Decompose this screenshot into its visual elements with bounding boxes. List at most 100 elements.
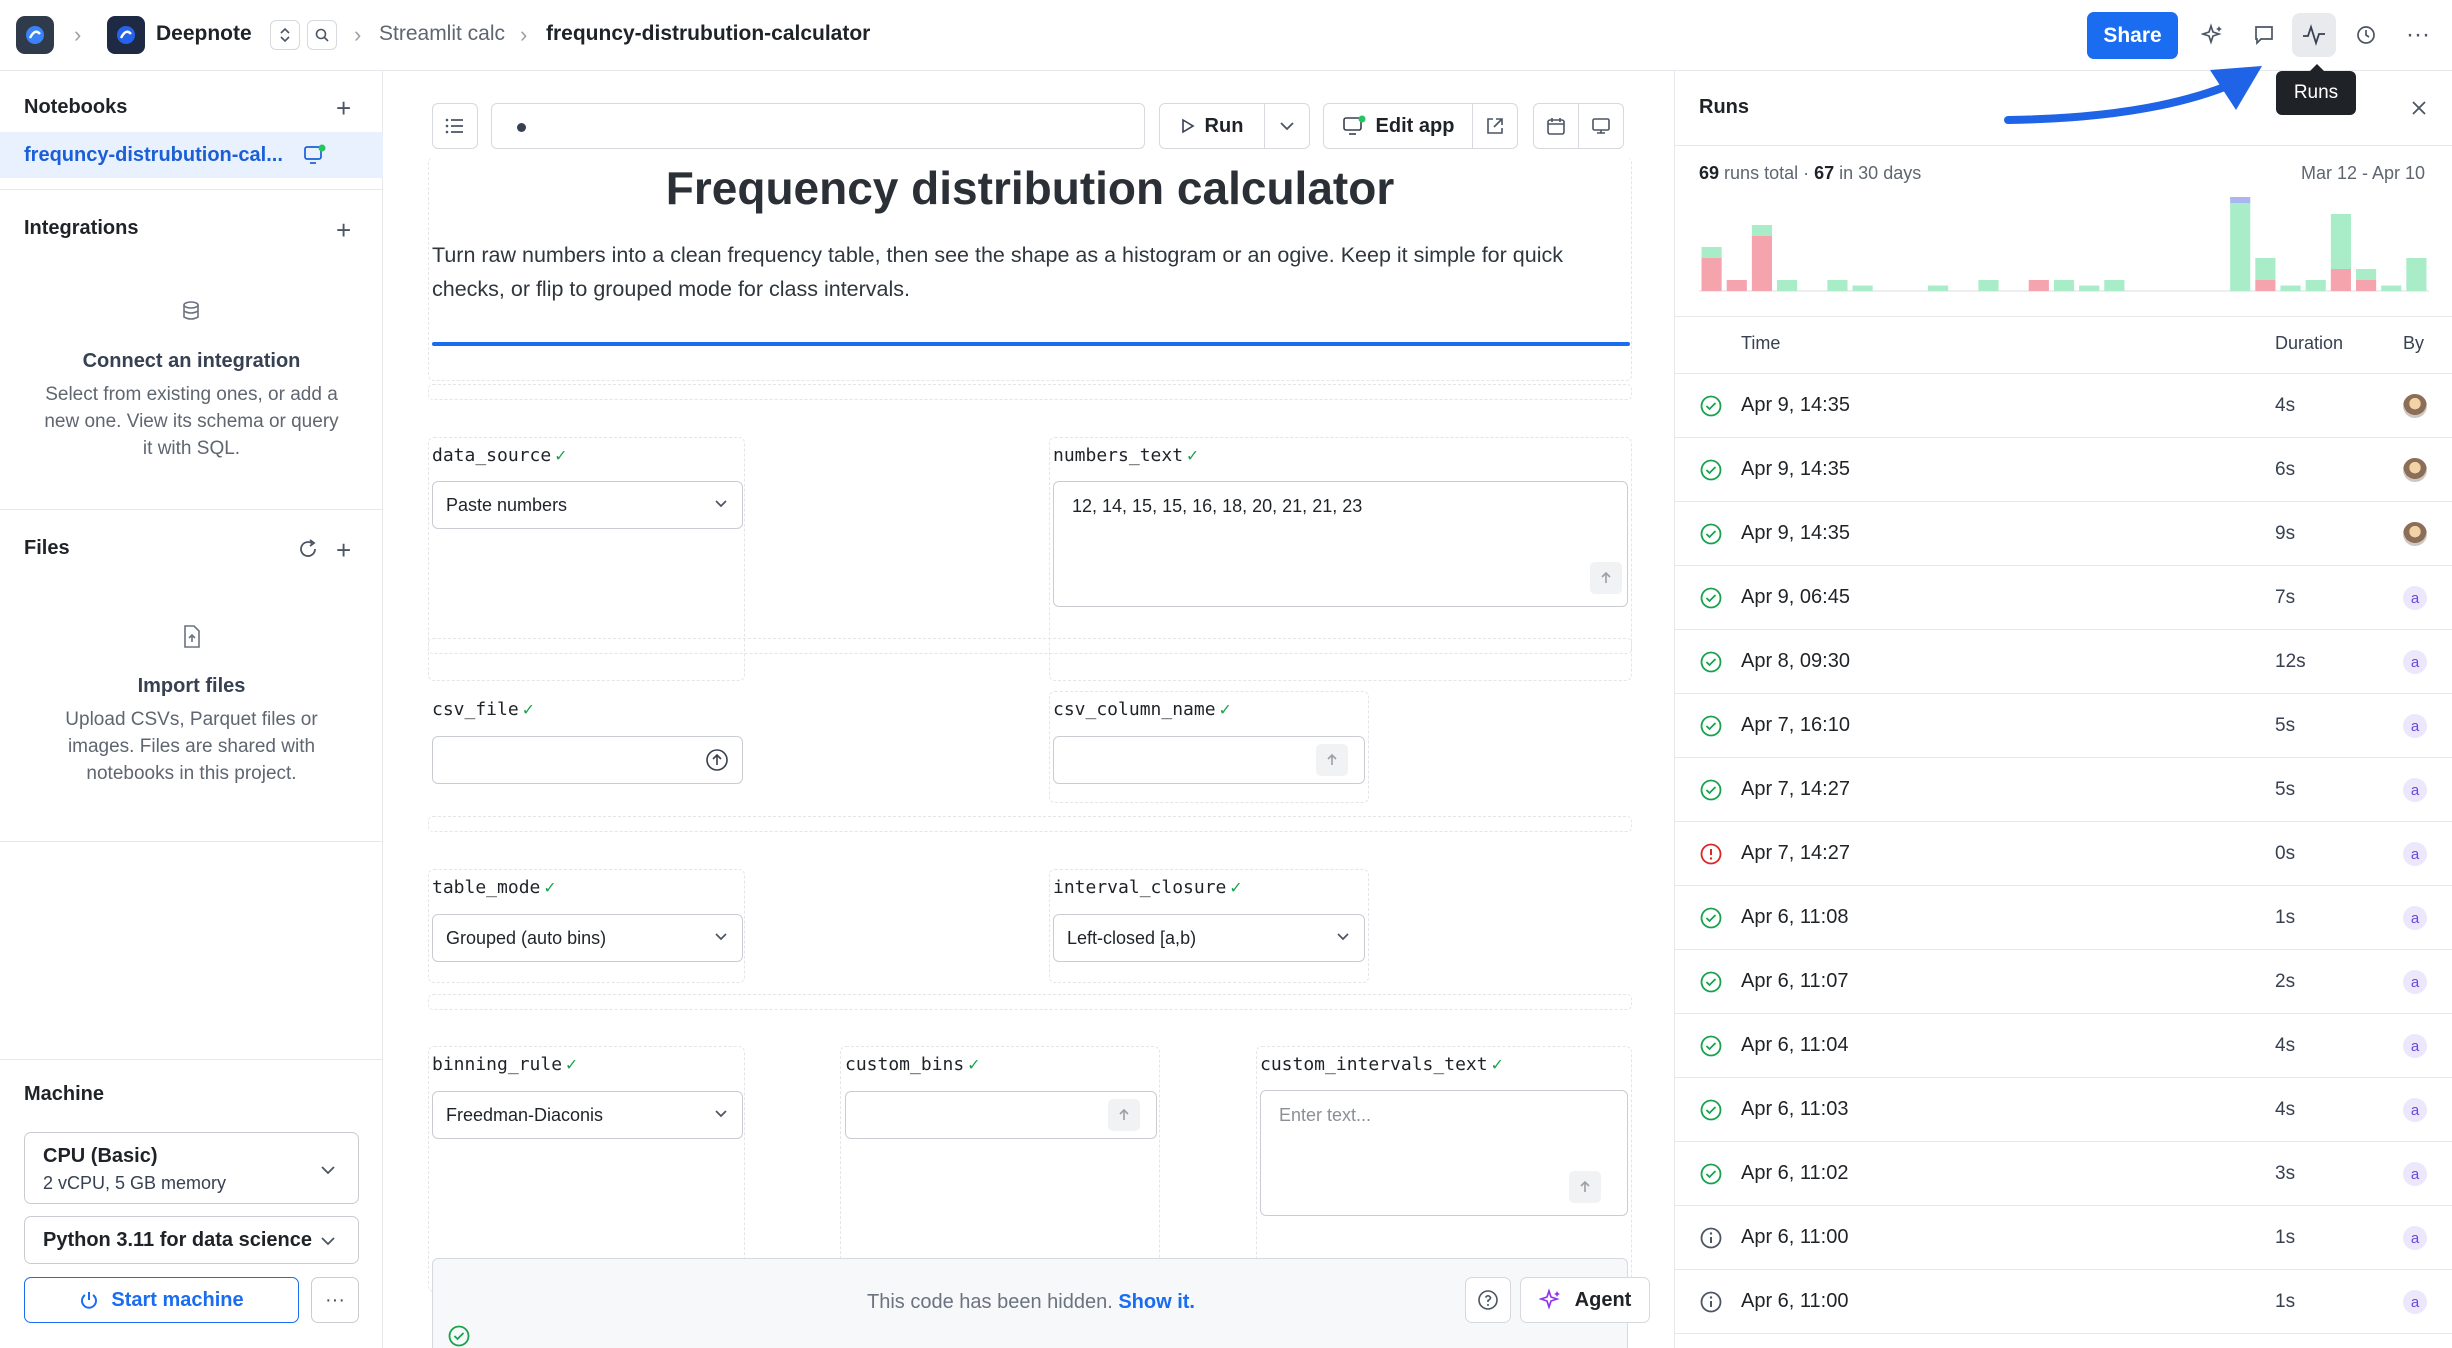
sparkline-bar-success[interactable] bbox=[1701, 247, 1722, 258]
run-by-avatar: a bbox=[2403, 1290, 2427, 1314]
outline-toggle-button[interactable] bbox=[432, 103, 478, 149]
sparkline-bar-failed[interactable] bbox=[1751, 236, 1772, 291]
run-row[interactable]: Apr 6, 11:08 1s a bbox=[1675, 886, 2452, 950]
app-status-bar[interactable] bbox=[491, 103, 1145, 149]
sparkline-bar-failed[interactable] bbox=[2028, 280, 2049, 291]
sparkline-bar-success[interactable] bbox=[1852, 285, 1873, 292]
add-notebook-icon[interactable]: + bbox=[336, 93, 352, 123]
agent-button[interactable]: Agent bbox=[1520, 1277, 1650, 1323]
sparkline-bar-success[interactable] bbox=[1777, 280, 1798, 291]
run-duration: 1s bbox=[2275, 907, 2296, 928]
interval-closure-select[interactable]: Left-closed [a,b) bbox=[1053, 914, 1365, 962]
numbers-text-area[interactable]: 12, 14, 15, 15, 16, 18, 20, 21, 21, 23 bbox=[1053, 481, 1628, 607]
numbers-text-label: numbers_text ✓ bbox=[1053, 445, 1198, 466]
deepnote-logo-icon[interactable] bbox=[16, 16, 54, 54]
run-row[interactable]: Apr 9, 14:35 9s bbox=[1675, 502, 2452, 566]
add-integration-icon[interactable]: + bbox=[336, 215, 352, 245]
left-sidebar: Notebooks + frequncy-distrubution-cal...… bbox=[0, 71, 383, 1348]
open-app-button[interactable] bbox=[1472, 103, 1518, 149]
machine-more-button[interactable]: ··· bbox=[311, 1277, 359, 1323]
environment-select[interactable]: Python 3.11 for data science bbox=[24, 1216, 359, 1264]
workspace-switch-icon[interactable] bbox=[270, 20, 300, 50]
run-row[interactable]: Apr 7, 14:27 0s a bbox=[1675, 822, 2452, 886]
sparkle-ai-icon[interactable] bbox=[2191, 13, 2235, 57]
custom-bins-input[interactable] bbox=[845, 1091, 1157, 1139]
run-row[interactable]: Apr 9, 06:45 7s a bbox=[1675, 566, 2452, 630]
history-icon[interactable] bbox=[2344, 13, 2388, 57]
run-row[interactable]: Apr 6, 11:07 2s a bbox=[1675, 950, 2452, 1014]
run-row[interactable]: Apr 6, 11:04 4s a bbox=[1675, 1014, 2452, 1078]
sparkline-bar-success[interactable] bbox=[2079, 285, 2100, 292]
run-row[interactable]: Apr 6, 11:00 1s a bbox=[1675, 1206, 2452, 1270]
close-icon[interactable] bbox=[2409, 98, 2429, 118]
runs-activity-icon[interactable] bbox=[2292, 13, 2336, 57]
workspace-avatar-icon[interactable] bbox=[107, 16, 145, 54]
sparkline-bar-success[interactable] bbox=[2305, 280, 2326, 291]
sparkline-bar-failed[interactable] bbox=[1701, 258, 1722, 291]
sparkline-bar-success[interactable] bbox=[2280, 285, 2301, 292]
notebook-item[interactable]: frequncy-distrubution-cal... bbox=[0, 132, 383, 178]
submit-arrow-icon[interactable] bbox=[1590, 562, 1622, 594]
show-code-link[interactable]: Show it. bbox=[1118, 1291, 1195, 1313]
run-options-button[interactable] bbox=[1264, 103, 1310, 149]
search-icon[interactable] bbox=[307, 20, 337, 50]
sparkline-bar-failed[interactable] bbox=[2356, 280, 2377, 291]
run-row[interactable]: Apr 6, 11:00 1s a bbox=[1675, 1270, 2452, 1334]
workspace-name[interactable]: Deepnote bbox=[156, 22, 252, 45]
sparkline-bar-success[interactable] bbox=[1827, 280, 1848, 291]
help-icon bbox=[1478, 1290, 1498, 1310]
sparkline-bar-success[interactable] bbox=[2330, 214, 2351, 269]
sparkline-bar-success[interactable] bbox=[1978, 280, 1999, 291]
csv-file-input[interactable] bbox=[432, 736, 743, 784]
share-button[interactable]: Share bbox=[2087, 12, 2178, 59]
hidden-code-cell[interactable]: This code has been hidden. Show it. bbox=[432, 1258, 1628, 1348]
machine-select[interactable]: CPU (Basic) 2 vCPU, 5 GB memory bbox=[24, 1132, 359, 1204]
comment-icon[interactable] bbox=[2242, 13, 2286, 57]
table-mode-select[interactable]: Grouped (auto bins) bbox=[432, 914, 743, 962]
run-row[interactable]: Apr 6, 11:03 4s a bbox=[1675, 1078, 2452, 1142]
sparkline-bar-success[interactable] bbox=[2381, 285, 2402, 292]
sparkline-bar-failed[interactable] bbox=[2255, 280, 2276, 291]
run-button[interactable]: Run bbox=[1159, 103, 1265, 149]
sparkline-bar-success[interactable] bbox=[2356, 269, 2377, 280]
run-row[interactable]: Apr 7, 14:27 5s a bbox=[1675, 758, 2452, 822]
divider-line bbox=[432, 342, 1630, 346]
breadcrumb-project[interactable]: Streamlit calc bbox=[379, 22, 506, 45]
run-duration: 1s bbox=[2275, 1291, 2296, 1312]
play-icon bbox=[1181, 118, 1195, 134]
breadcrumb-notebook[interactable]: frequncy-distrubution-calculator bbox=[546, 22, 871, 45]
run-row[interactable]: Apr 9, 14:35 6s bbox=[1675, 438, 2452, 502]
data-source-select[interactable]: Paste numbers bbox=[432, 481, 743, 529]
integrations-empty-desc: Select from existing ones, or add a new … bbox=[44, 384, 339, 459]
upload-circle-icon[interactable] bbox=[705, 748, 729, 772]
run-row[interactable]: Apr 9, 14:35 4s bbox=[1675, 374, 2452, 438]
run-row[interactable]: Apr 6, 11:02 3s a bbox=[1675, 1142, 2452, 1206]
edit-app-label: Edit app bbox=[1375, 114, 1455, 137]
help-button[interactable] bbox=[1465, 1277, 1511, 1323]
csv-column-name-input[interactable] bbox=[1053, 736, 1365, 784]
machine-title: Machine bbox=[24, 1083, 105, 1105]
sparkline-bar-success[interactable] bbox=[1751, 225, 1772, 236]
more-options-icon[interactable]: ··· bbox=[2406, 21, 2430, 48]
sparkline-bar-success[interactable] bbox=[2104, 280, 2125, 291]
submit-arrow-icon[interactable] bbox=[1108, 1099, 1140, 1131]
sparkline-bar-success[interactable] bbox=[2230, 203, 2251, 291]
submit-arrow-icon[interactable] bbox=[1569, 1171, 1601, 1203]
sparkline-bar-success[interactable] bbox=[2053, 280, 2075, 291]
submit-arrow-icon[interactable] bbox=[1316, 744, 1348, 776]
present-button[interactable] bbox=[1578, 103, 1624, 149]
refresh-files-icon[interactable] bbox=[296, 537, 320, 561]
start-machine-button[interactable]: Start machine bbox=[24, 1277, 299, 1323]
add-file-icon[interactable]: + bbox=[336, 535, 352, 565]
run-row[interactable]: Apr 8, 09:30 12s a bbox=[1675, 630, 2452, 694]
sparkline-bar-success[interactable] bbox=[2255, 258, 2276, 280]
edit-app-button[interactable]: Edit app bbox=[1323, 103, 1473, 149]
run-row[interactable]: Apr 7, 16:10 5s a bbox=[1675, 694, 2452, 758]
schedule-button[interactable] bbox=[1533, 103, 1579, 149]
sparkline-bar-failed[interactable] bbox=[1726, 280, 1747, 291]
binning-rule-select[interactable]: Freedman-Diaconis bbox=[432, 1091, 743, 1139]
sparkline-bar-success[interactable] bbox=[2406, 258, 2427, 291]
sparkline-bar-success[interactable] bbox=[1928, 285, 1949, 292]
custom-intervals-text-area[interactable]: Enter text... bbox=[1260, 1090, 1628, 1216]
sparkline-bar-failed[interactable] bbox=[2330, 269, 2351, 291]
